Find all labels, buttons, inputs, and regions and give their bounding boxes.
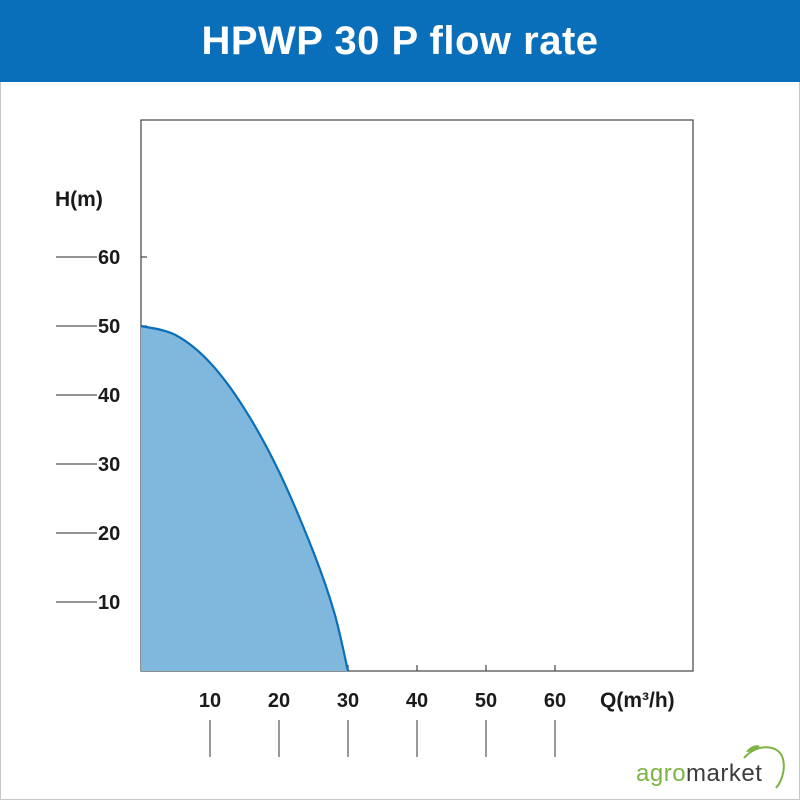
- y-tick-label: 40: [98, 385, 120, 407]
- y-tick-label: 50: [98, 316, 120, 338]
- x-axis: 10 20 30 40 50 60: [199, 665, 566, 757]
- chart-title: HPWP 30 P flow rate: [201, 18, 599, 63]
- x-tick-label: 30: [337, 690, 359, 712]
- title-banner: HPWP 30 P flow rate: [0, 0, 800, 82]
- logo-leaf-icon: [743, 745, 785, 789]
- x-tick-label: 20: [268, 690, 290, 712]
- x-tick-label: 40: [406, 690, 428, 712]
- x-tick-label: 10: [199, 690, 221, 712]
- logo-text: agromarket: [636, 760, 763, 787]
- flow-curve-line: [140, 324, 350, 672]
- y-axis: 10 20 30 40 50 60: [56, 247, 147, 614]
- y-tick-label: 30: [98, 454, 120, 476]
- x-tick-label: 60: [544, 690, 566, 712]
- y-tick-label: 60: [98, 247, 120, 269]
- x-axis-title: Q(m³/h): [600, 689, 675, 712]
- y-tick-label: 10: [98, 592, 120, 614]
- y-axis-title: H(m): [55, 188, 103, 211]
- y-tick-label: 20: [98, 523, 120, 545]
- flow-curve-area: [141, 326, 348, 671]
- agromarket-logo: agromarket: [636, 740, 786, 790]
- x-tick-label: 50: [475, 690, 497, 712]
